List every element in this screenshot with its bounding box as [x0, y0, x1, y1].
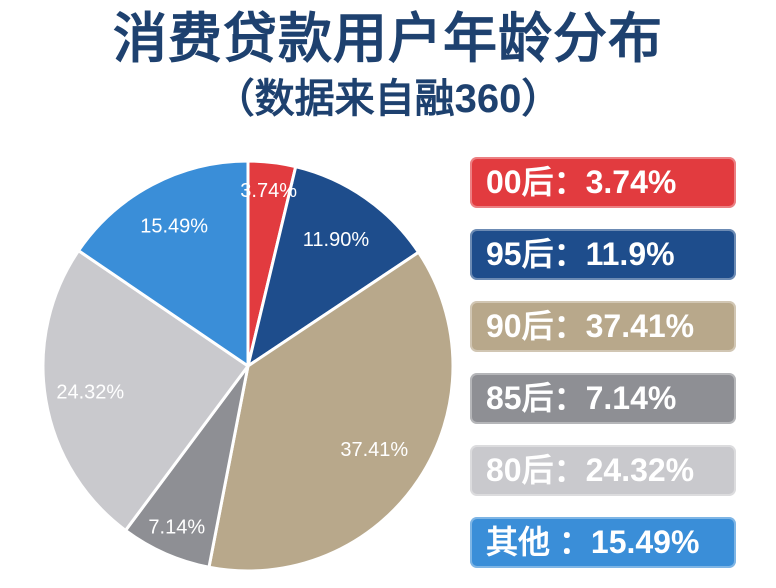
pie-slice-80s: [41, 249, 250, 532]
data-label-95s: 11.90%: [303, 229, 370, 251]
data-label-00s: 3.74%: [240, 180, 297, 202]
pie-chart: 3.74% 11.90% 37.41% 7.14% 24.32% 15.49%: [41, 159, 455, 573]
pie-slice-90s: [207, 250, 455, 573]
legend-item-85s: 85后：7.14%: [470, 373, 736, 424]
legend-item-80s: 80后：24.32%: [470, 445, 736, 496]
data-label-90s: 37.41%: [340, 439, 408, 461]
pie-slice-95s: [246, 165, 421, 368]
data-label-other: 15.49%: [140, 215, 208, 237]
legend-item-other: 其他 ：15.49%: [470, 517, 736, 568]
legend-item-90s: 90后：37.41%: [470, 301, 736, 352]
pie-slice-other: [77, 159, 250, 368]
legend: 00后：3.74% 95后：11.9% 90后：37.41% 85后：7.14%…: [470, 157, 736, 568]
chart-subtitle: （数据来自融360）: [214, 77, 562, 121]
data-label-85s: 7.14%: [148, 516, 205, 538]
chart-title: 消费贷款用户年龄分布: [113, 9, 663, 69]
data-label-80s: 24.32%: [56, 382, 124, 404]
legend-item-00s: 00后：3.74%: [470, 157, 736, 208]
legend-item-95s: 95后：11.9%: [470, 229, 736, 280]
